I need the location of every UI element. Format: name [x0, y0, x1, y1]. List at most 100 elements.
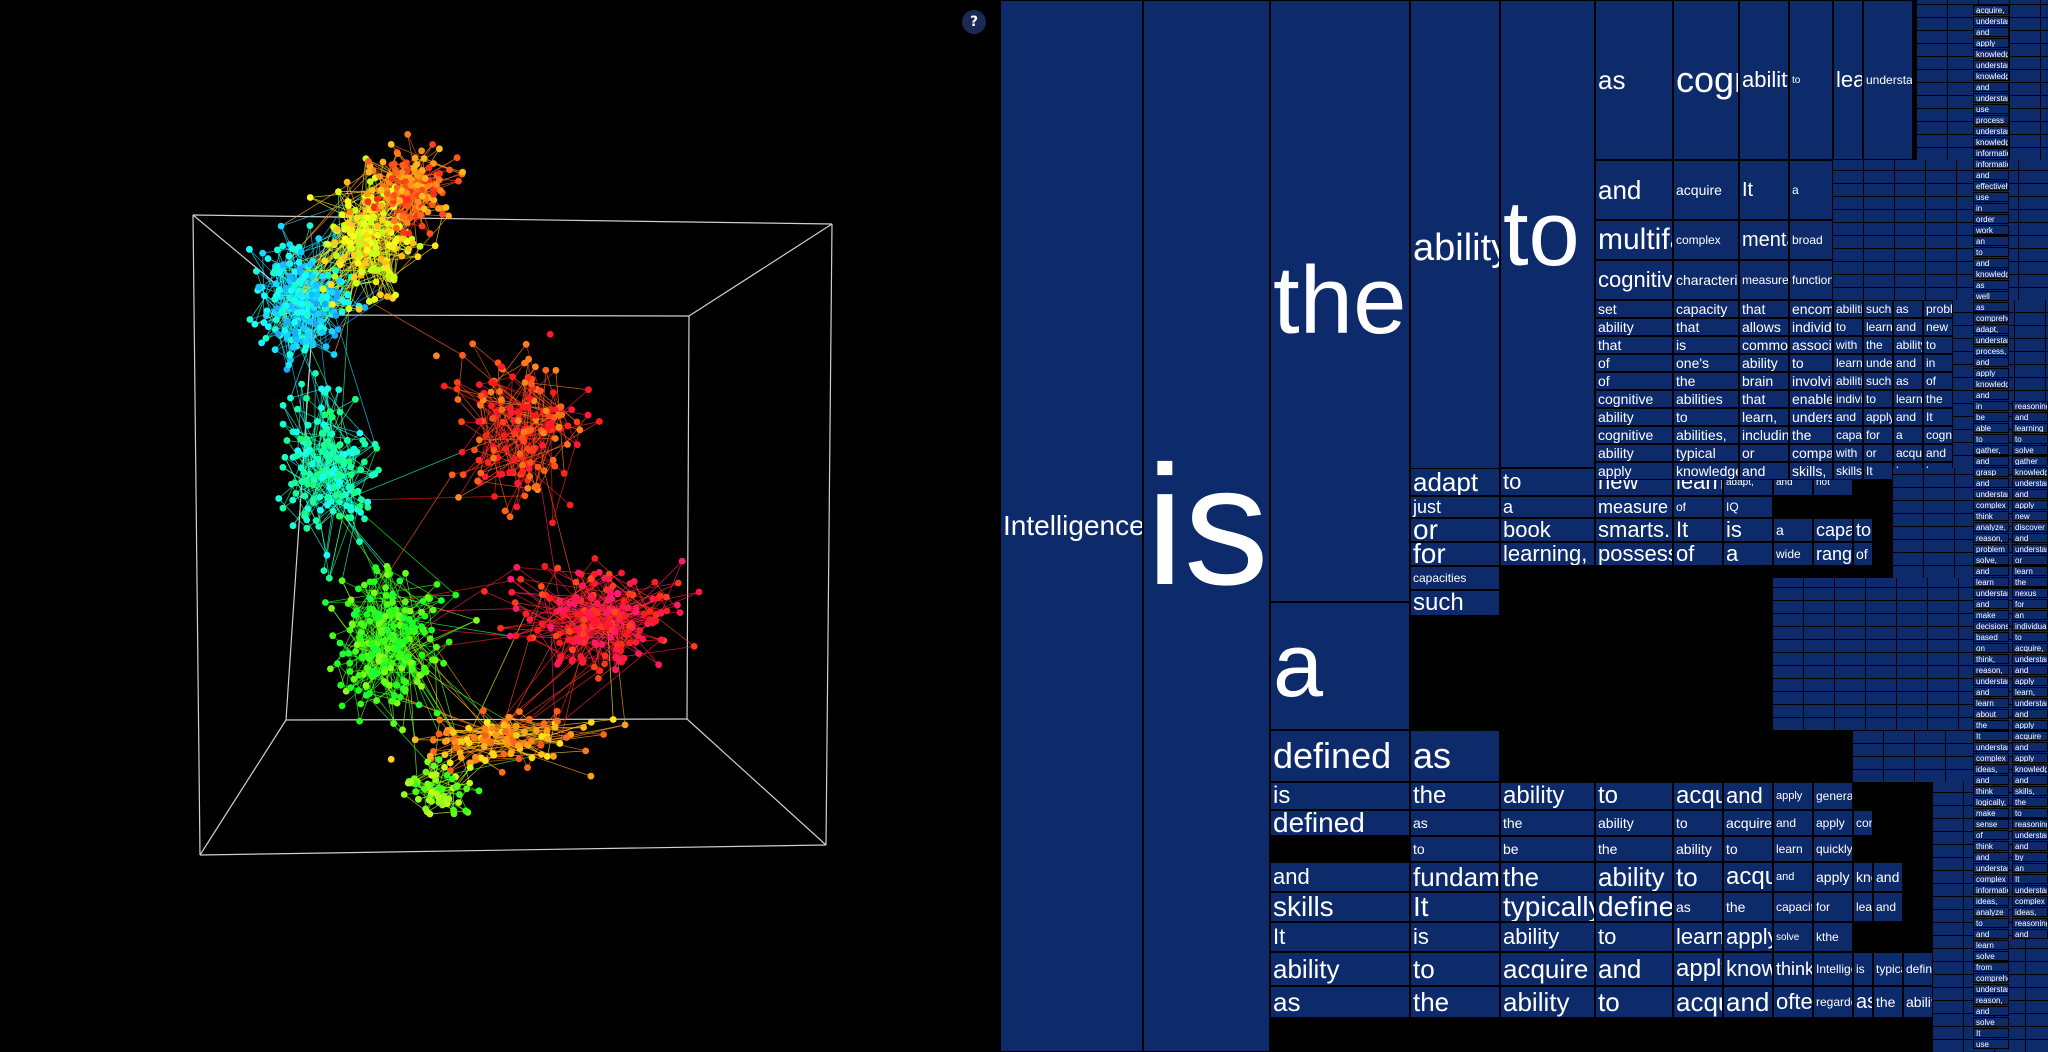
word-cell[interactable]: in — [1923, 354, 1953, 372]
word-cell[interactable]: acquire — [1723, 862, 1773, 892]
word-cell[interactable]: an — [2012, 610, 2048, 620]
embedding-point[interactable] — [343, 178, 351, 186]
word-cell[interactable]: the — [1270, 0, 1410, 602]
word-cell[interactable]: Intelligence — [1000, 0, 1143, 1052]
word-cell[interactable]: understand, — [1973, 588, 2009, 598]
embedding-point[interactable] — [295, 259, 303, 266]
embedding-point[interactable] — [369, 214, 377, 222]
embedding-point[interactable] — [360, 220, 368, 228]
embedding-point[interactable] — [385, 681, 393, 689]
word-cell[interactable]: as — [1973, 280, 2009, 290]
embedding-point[interactable] — [352, 648, 359, 655]
embedding-point[interactable] — [330, 466, 338, 473]
embedding-point[interactable] — [381, 637, 389, 645]
word-cell[interactable]: apply — [1973, 38, 2009, 48]
embedding-point[interactable] — [285, 252, 293, 260]
embedding-point[interactable] — [390, 720, 398, 727]
embedding-point[interactable] — [279, 464, 287, 471]
embedding-point[interactable] — [543, 753, 551, 760]
embedding-point[interactable] — [262, 334, 270, 342]
embedding-point[interactable] — [366, 595, 374, 603]
embedding-point[interactable] — [602, 621, 610, 629]
embedding-point[interactable] — [426, 635, 434, 643]
embedding-point[interactable] — [465, 724, 472, 732]
word-cell[interactable]: reasoning, — [2012, 918, 2048, 928]
embedding-point[interactable] — [338, 308, 346, 316]
embedding-point[interactable] — [433, 709, 441, 717]
embedding-point[interactable] — [573, 441, 581, 449]
word-cell[interactable]: capacity — [1813, 518, 1853, 542]
word-cell[interactable]: understand — [1973, 742, 2009, 752]
word-cell[interactable]: capacity — [1833, 426, 1863, 444]
embedding-point[interactable] — [309, 481, 317, 489]
embedding-point[interactable] — [353, 641, 361, 649]
word-cell[interactable]: ability — [1595, 444, 1673, 462]
word-cell[interactable]: think — [1973, 511, 2009, 521]
embedding-point[interactable] — [543, 727, 551, 735]
embedding-point[interactable] — [526, 473, 534, 480]
word-cell[interactable]: understanding — [1973, 60, 2009, 70]
embedding-point[interactable] — [516, 450, 524, 458]
embedding-point[interactable] — [441, 738, 449, 745]
embedding-point[interactable] — [389, 645, 397, 652]
embedding-point[interactable] — [424, 780, 431, 788]
embedding-point[interactable] — [563, 734, 570, 741]
embedding-point[interactable] — [619, 603, 627, 611]
embedding-point[interactable] — [610, 628, 618, 636]
word-cell[interactable]: ability — [1595, 318, 1673, 336]
word-cell[interactable]: including — [1739, 426, 1789, 444]
embedding-point[interactable] — [317, 506, 324, 514]
word-cell[interactable]: comprehend, — [1973, 973, 2009, 983]
word-cell[interactable]: ability — [1673, 836, 1723, 862]
embedding-point[interactable] — [287, 287, 295, 294]
embedding-point[interactable] — [352, 395, 359, 403]
embedding-point[interactable] — [318, 329, 326, 336]
embedding-point[interactable] — [338, 577, 346, 585]
embedding-point[interactable] — [436, 716, 443, 724]
word-cell[interactable]: capacities — [1410, 566, 1500, 590]
word-cell[interactable]: characteristic — [1673, 260, 1739, 300]
embedding-point[interactable] — [521, 359, 528, 367]
embedding-point[interactable] — [322, 343, 330, 351]
word-cell[interactable]: to — [2012, 808, 2048, 818]
word-cell[interactable]: logically, — [1973, 797, 2009, 807]
word-cell[interactable]: knowledge — [2012, 764, 2048, 774]
embedding-point[interactable] — [564, 441, 571, 448]
embedding-point[interactable] — [400, 791, 408, 798]
word-cell[interactable]: quickly — [1813, 836, 1853, 862]
word-cell[interactable]: smarts. — [1595, 518, 1673, 542]
embedding-point[interactable] — [498, 406, 506, 413]
embedding-point[interactable] — [554, 717, 561, 725]
embedding-point[interactable] — [489, 415, 496, 422]
word-cell[interactable]: is — [1143, 0, 1270, 1052]
embedding-point[interactable] — [475, 436, 483, 444]
word-cell[interactable]: one's — [1673, 354, 1739, 372]
word-cell[interactable]: in — [1973, 203, 2009, 213]
embedding-point[interactable] — [442, 204, 450, 211]
word-tree-treemap[interactable]: Intelligenceistheaabilitytodefinedasisth… — [1000, 0, 2048, 1052]
embedding-point[interactable] — [551, 723, 559, 731]
embedding-point[interactable] — [565, 627, 573, 635]
embedding-point[interactable] — [514, 479, 521, 487]
embedding-point[interactable] — [538, 620, 546, 628]
embedding-point[interactable] — [409, 193, 416, 200]
embedding-point[interactable] — [621, 613, 629, 620]
embedding-point[interactable] — [678, 557, 686, 565]
word-cell[interactable]: of — [1973, 830, 2009, 840]
embedding-point[interactable] — [655, 661, 663, 669]
embedding-point[interactable] — [626, 639, 634, 647]
embedding-point[interactable] — [346, 243, 354, 251]
embedding-point[interactable] — [690, 643, 698, 650]
embedding-point[interactable] — [404, 196, 411, 204]
word-cell[interactable]: process — [1973, 115, 2009, 125]
embedding-point[interactable] — [421, 664, 428, 672]
embedding-point[interactable] — [428, 788, 436, 796]
word-cell[interactable]: defined — [1270, 730, 1410, 782]
word-cell[interactable]: defined — [1270, 810, 1410, 836]
embedding-point[interactable] — [353, 279, 360, 287]
word-cell[interactable]: be — [1973, 412, 2009, 422]
word-cell[interactable]: of — [1923, 372, 1953, 390]
word-cell[interactable]: knowledge, — [1973, 269, 2009, 279]
embedding-point[interactable] — [511, 599, 519, 606]
embedding-point[interactable] — [291, 328, 299, 336]
